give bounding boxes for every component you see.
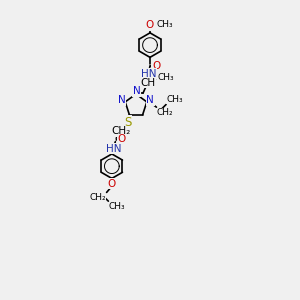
Text: CH₂: CH₂ xyxy=(112,126,131,136)
Text: N: N xyxy=(146,95,154,105)
Text: CH₃: CH₃ xyxy=(109,202,125,211)
Text: CH₃: CH₃ xyxy=(156,20,173,29)
Text: O: O xyxy=(152,61,160,71)
Text: CH₃: CH₃ xyxy=(158,73,175,82)
Text: O: O xyxy=(146,20,154,30)
Text: O: O xyxy=(117,134,126,144)
Text: O: O xyxy=(108,179,116,189)
Text: CH₂: CH₂ xyxy=(157,108,173,117)
Text: HN: HN xyxy=(140,69,156,79)
Text: HN: HN xyxy=(106,144,121,154)
Text: N: N xyxy=(118,95,126,105)
Text: CH: CH xyxy=(141,78,156,88)
Text: CH₂: CH₂ xyxy=(89,193,106,202)
Text: CH₃: CH₃ xyxy=(167,95,183,104)
Text: N: N xyxy=(133,86,141,96)
Text: S: S xyxy=(124,116,131,129)
